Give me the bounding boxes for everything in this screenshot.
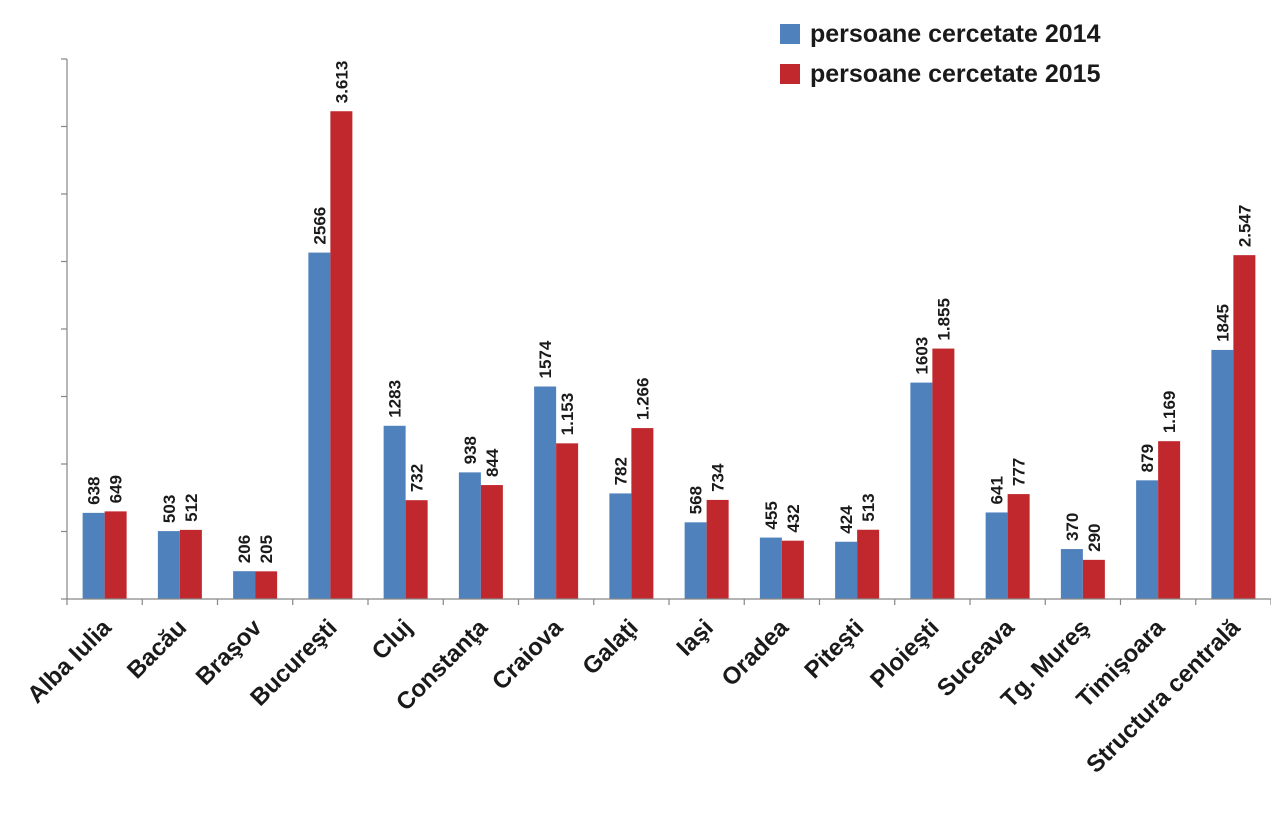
bar-2015-4: [405, 500, 428, 599]
value-label-2015-5: 844: [483, 448, 502, 477]
category-label-10: Piteşti: [799, 614, 869, 684]
value-label-2014-8: 568: [687, 486, 706, 514]
value-label-2014-5: 938: [461, 436, 480, 464]
bar-2014-2: [233, 571, 256, 599]
bar-2015-2: [255, 571, 278, 599]
bar-2015-8: [706, 499, 729, 599]
bar-2015-10: [857, 529, 880, 599]
value-label-2014-12: 641: [988, 476, 1007, 504]
legend-item-2015: persoane cercetate 2015: [780, 54, 1100, 94]
value-label-2015-1: 512: [182, 494, 201, 522]
value-label-2015-6: 1.153: [558, 393, 577, 436]
bar-2014-1: [157, 531, 180, 599]
bar-2015-12: [1007, 494, 1030, 599]
bar-2015-7: [631, 428, 654, 599]
value-label-2015-9: 432: [784, 504, 803, 532]
bar-2014-15: [1211, 349, 1234, 599]
legend: persoane cercetate 2014 persoane cerceta…: [780, 14, 1100, 94]
value-label-2015-15: 2.547: [1235, 205, 1254, 248]
bar-2014-12: [985, 512, 1008, 599]
value-label-2014-1: 503: [160, 495, 179, 523]
value-label-2015-11: 1.855: [934, 298, 953, 341]
bar-2014-13: [1060, 549, 1083, 599]
bar-2015-11: [932, 348, 955, 599]
bars-group: [82, 111, 1256, 600]
value-label-2015-14: 1.169: [1160, 391, 1179, 434]
axes-group: [61, 58, 1271, 605]
category-label-7: Galaţi: [577, 614, 643, 680]
legend-label-2014: persoane cercetate 2014: [810, 19, 1101, 48]
bar-2014-11: [910, 382, 933, 599]
bar-2014-14: [1136, 480, 1159, 599]
bar-2015-14: [1158, 441, 1181, 599]
legend-swatch-2014: [780, 24, 800, 44]
value-label-2014-15: 1845: [1213, 304, 1232, 342]
category-label-6: Craiova: [487, 614, 569, 696]
value-label-2014-2: 206: [235, 535, 254, 563]
value-label-2015-3: 3.613: [332, 61, 351, 104]
bar-2015-6: [556, 443, 579, 599]
category-label-8: Iaşi: [671, 614, 718, 661]
value-label-2014-11: 1603: [912, 337, 931, 375]
category-label-2: Braşov: [191, 614, 268, 691]
value-label-2014-7: 782: [611, 457, 630, 485]
value-label-2014-0: 638: [85, 476, 104, 504]
value-label-2014-14: 879: [1138, 444, 1157, 472]
value-label-2015-0: 649: [107, 475, 126, 503]
bar-2014-4: [383, 425, 406, 599]
category-label-9: Oradea: [717, 614, 795, 692]
value-label-2014-10: 424: [837, 505, 856, 534]
value-label-2014-6: 1574: [536, 340, 555, 378]
value-label-2014-13: 370: [1063, 513, 1082, 541]
bar-2014-3: [308, 252, 331, 599]
value-label-2014-9: 455: [762, 501, 781, 529]
value-labels-group: 638 649 503 512 206 205 2566 3.613 1283 732 938 844…: [85, 61, 1255, 564]
legend-label-2015: persoane cercetate 2015: [810, 59, 1101, 88]
bar-2014-9: [759, 537, 782, 599]
bar-2014-10: [835, 541, 858, 599]
value-label-2015-10: 513: [859, 493, 878, 521]
bar-2015-0: [104, 511, 127, 599]
bar-2014-0: [82, 512, 105, 599]
bar-2014-8: [684, 522, 707, 599]
bar-2014-7: [609, 493, 632, 599]
legend-swatch-2015: [780, 64, 800, 84]
category-label-1: Bacău: [122, 614, 192, 684]
value-label-2015-12: 777: [1010, 458, 1029, 486]
bar-2015-9: [781, 540, 804, 599]
value-label-2015-2: 205: [257, 535, 276, 563]
value-label-2014-3: 2566: [310, 207, 329, 245]
bar-2014-6: [534, 386, 557, 599]
value-label-2015-4: 732: [408, 464, 427, 492]
legend-item-2014: persoane cercetate 2014: [780, 14, 1100, 54]
value-label-2015-13: 290: [1085, 523, 1104, 551]
bar-2015-5: [480, 485, 503, 599]
value-label-2015-8: 734: [709, 463, 728, 492]
bar-2015-3: [330, 111, 353, 600]
category-label-0: Alba Iulia: [22, 614, 117, 709]
bar-2015-1: [179, 529, 202, 599]
value-label-2015-7: 1.266: [633, 378, 652, 421]
bar-2014-5: [458, 472, 481, 599]
bar-2015-13: [1082, 559, 1105, 599]
category-label-4: Cluj: [367, 614, 418, 665]
bar-2015-15: [1233, 255, 1256, 599]
value-label-2014-4: 1283: [386, 380, 405, 418]
